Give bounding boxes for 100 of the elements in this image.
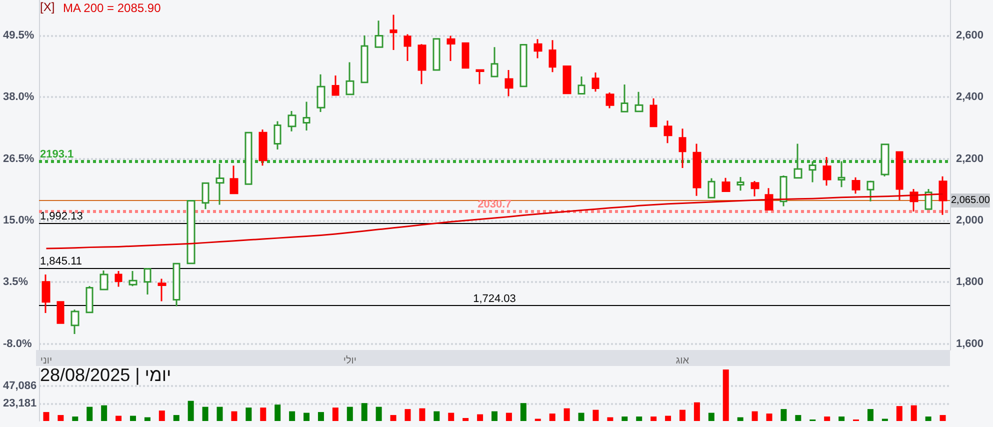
bar xyxy=(549,414,556,421)
candlestick xyxy=(808,160,816,183)
bar xyxy=(260,408,266,421)
bar xyxy=(202,406,208,421)
bar xyxy=(694,402,700,421)
candlestick xyxy=(620,84,628,112)
bar xyxy=(376,406,382,421)
ref-line-label: 2193.1 xyxy=(40,148,74,160)
candlestick xyxy=(390,14,398,51)
y2-tick-label: 26.5% xyxy=(3,152,34,165)
bar xyxy=(188,400,194,421)
x-tick-label: אוג xyxy=(676,356,690,366)
bar xyxy=(752,411,758,421)
candlestick xyxy=(128,270,138,287)
candlestick xyxy=(86,285,94,314)
annotation: [X] xyxy=(40,0,55,14)
candlestick xyxy=(216,162,224,206)
candlestick xyxy=(70,308,80,335)
candlestick xyxy=(114,270,122,288)
candlestick xyxy=(244,132,252,185)
bar xyxy=(679,410,686,421)
y2-tick-label: 3.5% xyxy=(3,276,28,288)
bar xyxy=(332,408,338,421)
bar xyxy=(780,409,787,421)
candlestick xyxy=(896,151,904,201)
bar xyxy=(173,415,180,421)
candlestick xyxy=(186,200,196,264)
bar xyxy=(650,416,657,421)
candlestick xyxy=(634,91,644,112)
bar xyxy=(404,409,411,421)
candlestick xyxy=(274,120,282,150)
candlestick xyxy=(374,20,384,48)
bar xyxy=(101,405,108,421)
bar xyxy=(274,404,281,421)
bar xyxy=(492,411,498,421)
candlestick xyxy=(490,46,498,78)
bar xyxy=(318,412,324,421)
ref-line-label: 1,845.11 xyxy=(40,256,82,268)
candlestick xyxy=(316,74,326,113)
bar xyxy=(506,412,512,421)
bar xyxy=(722,369,729,421)
candlestick xyxy=(476,69,484,85)
bar xyxy=(246,408,252,421)
candlestick xyxy=(432,38,440,71)
candlestick xyxy=(144,267,152,296)
bar xyxy=(925,416,932,421)
bar xyxy=(158,410,165,421)
y-tick-label: 2,400 xyxy=(956,91,984,104)
y-tick-label: 47,086 xyxy=(3,380,37,392)
bar xyxy=(390,415,396,421)
candlestick xyxy=(866,180,874,202)
candlestick xyxy=(520,44,528,88)
candlestick xyxy=(404,33,412,62)
bar xyxy=(144,417,150,421)
y-tick-label: 1,600 xyxy=(956,338,984,350)
candlestick xyxy=(592,72,600,92)
bar xyxy=(462,418,469,421)
bar xyxy=(665,416,672,421)
candlestick xyxy=(42,274,50,314)
candlestick xyxy=(258,128,268,166)
y-tick-label: 23,181 xyxy=(3,398,37,410)
bar xyxy=(346,406,353,421)
candlestick xyxy=(708,177,716,200)
candlestick xyxy=(446,35,456,62)
bar xyxy=(231,411,238,421)
bar xyxy=(361,403,368,421)
x-tick-label: יולי xyxy=(343,354,356,366)
bar xyxy=(116,416,122,421)
bar xyxy=(520,403,526,421)
candlestick xyxy=(764,187,774,210)
candlestick xyxy=(360,34,368,84)
annotation: יומי | 28/08/2025 xyxy=(40,365,172,385)
candlestick xyxy=(462,42,470,69)
y2-tick-label: -8.0% xyxy=(3,338,32,350)
y2-tick-label: 49.5% xyxy=(3,29,34,42)
bar xyxy=(289,411,296,421)
candlestick xyxy=(722,177,730,192)
bar xyxy=(622,416,628,421)
bar xyxy=(592,410,599,421)
candlestick xyxy=(606,92,614,109)
candlestick xyxy=(838,160,846,188)
candlestick xyxy=(562,66,572,94)
bar xyxy=(824,416,830,421)
bar xyxy=(86,406,93,421)
bar xyxy=(130,416,136,421)
ref-line-label: 1,724.03 xyxy=(473,293,516,306)
candlestick xyxy=(504,69,514,97)
bar xyxy=(564,408,570,421)
candlestick xyxy=(288,110,296,132)
bar xyxy=(216,406,223,421)
candlestick xyxy=(172,262,180,307)
ref-line-label: 2,065.00 xyxy=(951,194,990,206)
bar xyxy=(58,415,64,421)
bar xyxy=(304,412,310,421)
candlestick xyxy=(202,182,210,210)
bar xyxy=(708,412,714,421)
bar xyxy=(910,405,917,421)
bar xyxy=(636,416,642,421)
candlestick xyxy=(692,142,702,197)
bar xyxy=(448,412,454,421)
